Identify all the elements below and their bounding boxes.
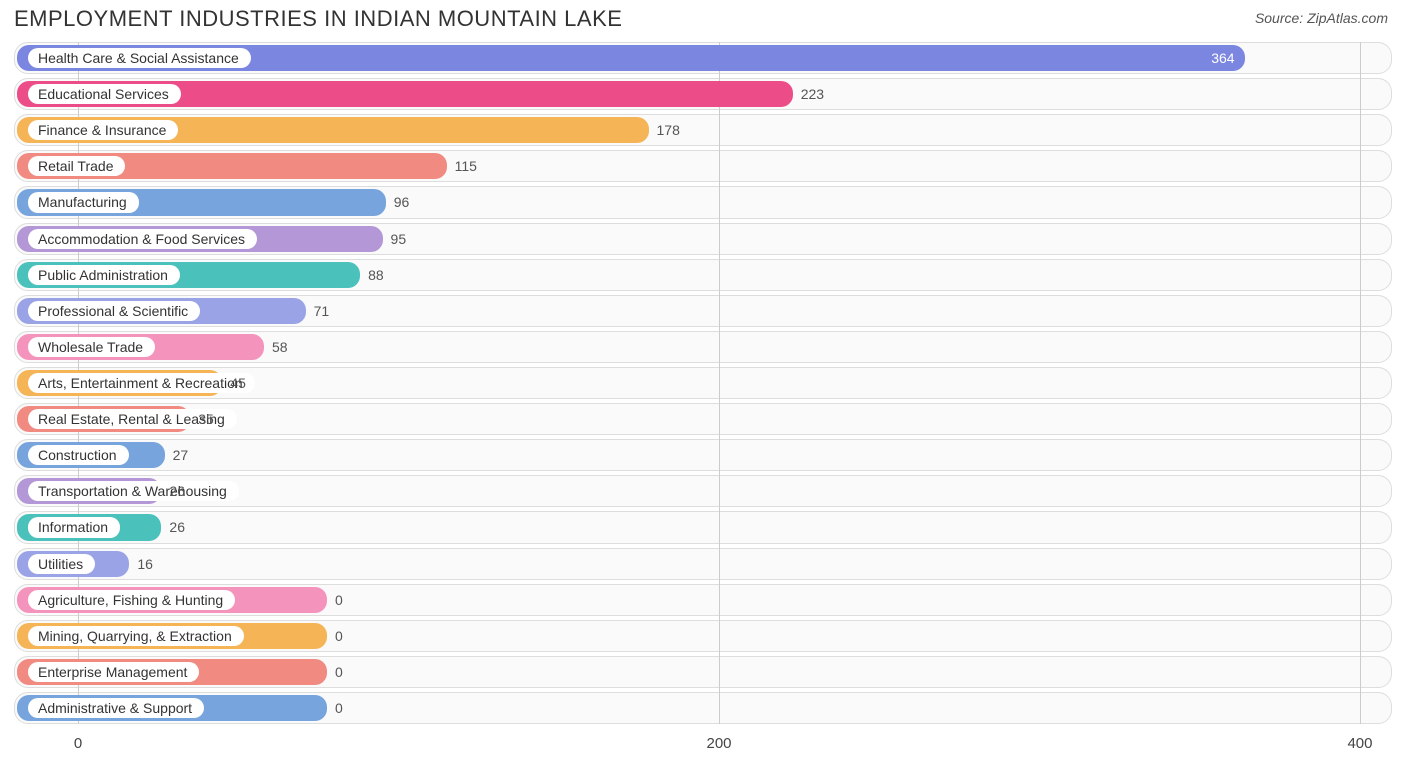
bar-cap xyxy=(21,337,26,357)
bar-value: 26 xyxy=(161,475,185,507)
bar-cap xyxy=(21,409,26,429)
bar-value: 96 xyxy=(386,186,410,218)
bar-cap xyxy=(21,301,26,321)
bar-value: 26 xyxy=(161,511,185,543)
bar-row: Manufacturing 96 xyxy=(14,186,1392,218)
bar-cap xyxy=(21,84,26,104)
bar-label: Wholesale Trade xyxy=(28,337,155,357)
bar-cap xyxy=(21,698,26,718)
bar-label: Administrative & Support xyxy=(28,698,204,718)
bar-value: 0 xyxy=(327,656,343,688)
bar-value: 0 xyxy=(327,692,343,724)
bar-label: Utilities xyxy=(28,554,95,574)
bar-value: 0 xyxy=(327,620,343,652)
bar-row: Finance & Insurance 178 xyxy=(14,114,1392,146)
x-tick-label: 400 xyxy=(1347,735,1372,752)
bar-value: 35 xyxy=(190,403,214,435)
bar-cap xyxy=(21,265,26,285)
bar-track xyxy=(14,511,1392,543)
bar-row: Wholesale Trade 58 xyxy=(14,331,1392,363)
bar-row: Public Administration 88 xyxy=(14,259,1392,291)
bar-cap xyxy=(21,517,26,537)
bar-row: Agriculture, Fishing & Hunting 0 xyxy=(14,584,1392,616)
gridline xyxy=(719,42,720,724)
bar-cap xyxy=(21,120,26,140)
bar-label: Accommodation & Food Services xyxy=(28,229,257,249)
bar-track xyxy=(14,548,1392,580)
bar-label: Retail Trade xyxy=(28,156,125,176)
x-tick-label: 200 xyxy=(707,735,732,752)
chart-title: EMPLOYMENT INDUSTRIES IN INDIAN MOUNTAIN… xyxy=(14,6,622,32)
bar-value: 178 xyxy=(649,114,680,146)
bar-label: Transportation & Warehousing xyxy=(28,481,239,501)
bar-label: Public Administration xyxy=(28,265,180,285)
bar-row: Retail Trade 115 xyxy=(14,150,1392,182)
bar-label: Agriculture, Fishing & Hunting xyxy=(28,590,235,610)
bar-cap xyxy=(21,48,26,68)
bar-cap xyxy=(21,626,26,646)
bar-row: Enterprise Management 0 xyxy=(14,656,1392,688)
bar-cap xyxy=(21,662,26,682)
bar-row: Information 26 xyxy=(14,511,1392,543)
bar-value: 58 xyxy=(264,331,288,363)
bar-label: Educational Services xyxy=(28,84,181,104)
bar-cap xyxy=(21,554,26,574)
x-tick-label: 0 xyxy=(74,735,82,752)
bar-row: Utilities 16 xyxy=(14,548,1392,580)
bar-label: Professional & Scientific xyxy=(28,301,200,321)
chart-plot: Health Care & Social Assistance364 Educat… xyxy=(14,42,1392,762)
bar-value: 16 xyxy=(129,548,153,580)
bar-label: Arts, Entertainment & Recreation xyxy=(28,373,255,393)
bar-value: 27 xyxy=(165,439,189,471)
bar-row: Construction 27 xyxy=(14,439,1392,471)
bar-cap xyxy=(21,373,26,393)
bar-value: 71 xyxy=(306,295,330,327)
employment-industries-chart: EMPLOYMENT INDUSTRIES IN INDIAN MOUNTAIN… xyxy=(0,0,1406,776)
bar-label: Manufacturing xyxy=(28,192,139,212)
bar-label: Construction xyxy=(28,445,129,465)
chart-source: Source: ZipAtlas.com xyxy=(1255,10,1388,26)
bar-cap xyxy=(21,445,26,465)
bar-cap xyxy=(21,229,26,249)
bar-cap xyxy=(21,590,26,610)
bar-row: Real Estate, Rental & Leasing35 xyxy=(14,403,1392,435)
bar-label: Finance & Insurance xyxy=(28,120,178,140)
bar-value: 45 xyxy=(222,367,246,399)
bar-row: Transportation & Warehousing26 xyxy=(14,475,1392,507)
gridline xyxy=(1360,42,1361,724)
bar-cap xyxy=(21,156,26,176)
bar-row: Professional & Scientific 71 xyxy=(14,295,1392,327)
bar-value: 364 xyxy=(17,42,1245,74)
bar-value: 115 xyxy=(447,150,477,182)
bar-row: Educational Services 223 xyxy=(14,78,1392,110)
bar-label: Mining, Quarrying, & Extraction xyxy=(28,626,244,646)
bar-value: 223 xyxy=(793,78,824,110)
chart-rows: Health Care & Social Assistance364 Educat… xyxy=(14,42,1392,724)
bar-cap xyxy=(21,481,26,501)
bar-row: Health Care & Social Assistance364 xyxy=(14,42,1392,74)
bar-row: Mining, Quarrying, & Extraction 0 xyxy=(14,620,1392,652)
bar-value: 88 xyxy=(360,259,384,291)
bar-row: Arts, Entertainment & Recreation45 xyxy=(14,367,1392,399)
bar-row: Accommodation & Food Services 95 xyxy=(14,223,1392,255)
bar-value: 95 xyxy=(383,223,407,255)
bar-value: 0 xyxy=(327,584,343,616)
bar-label: Information xyxy=(28,517,120,537)
bar-row: Administrative & Support 0 xyxy=(14,692,1392,724)
bar-track xyxy=(14,439,1392,471)
bar-label: Enterprise Management xyxy=(28,662,199,682)
bar-cap xyxy=(21,192,26,212)
